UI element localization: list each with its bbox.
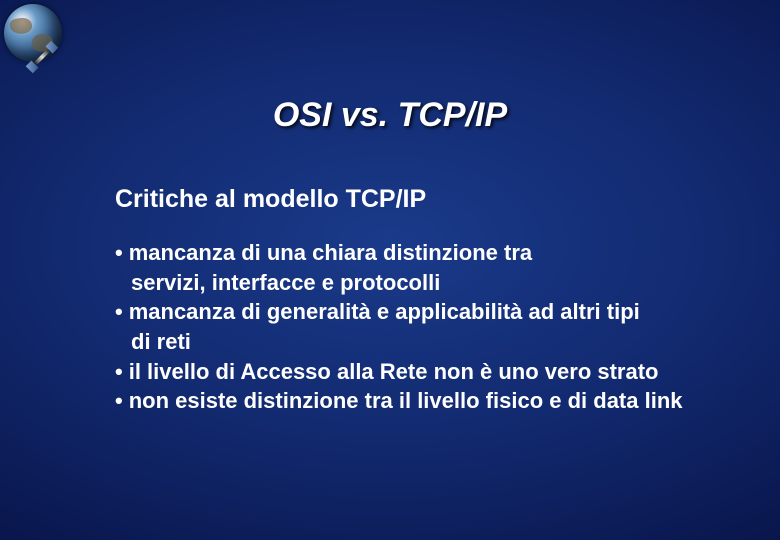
- list-item: • non esiste distinzione tra il livello …: [115, 386, 720, 416]
- bullet-marker: •: [115, 238, 129, 268]
- slide-subtitle: Critiche al modello TCP/IP: [115, 185, 720, 214]
- list-item: • il livello di Accesso alla Rete non è …: [115, 357, 720, 387]
- bullet-marker: •: [115, 386, 129, 416]
- slide-content: Critiche al modello TCP/IP • mancanza di…: [115, 185, 720, 416]
- slide: OSI vs. TCP/IP Critiche al modello TCP/I…: [0, 0, 780, 540]
- globe-icon: [4, 4, 62, 62]
- bullet-continuation: servizi, interfacce e protocolli: [115, 268, 720, 298]
- bullet-text: il livello di Accesso alla Rete non è un…: [129, 357, 720, 387]
- list-item: • mancanza di generalità e applicabilità…: [115, 297, 720, 327]
- bullet-marker: •: [115, 357, 129, 387]
- slide-title: OSI vs. TCP/IP: [0, 96, 780, 135]
- list-item: • mancanza di una chiara distinzione tra: [115, 238, 720, 268]
- bullet-marker: •: [115, 297, 129, 327]
- bullet-list: • mancanza di una chiara distinzione tra…: [115, 238, 720, 416]
- bullet-text: non esiste distinzione tra il livello fi…: [129, 386, 720, 416]
- bullet-text: mancanza di generalità e applicabilità a…: [129, 297, 720, 327]
- bullet-text: mancanza di una chiara distinzione tra: [129, 238, 720, 268]
- bullet-continuation: di reti: [115, 327, 720, 357]
